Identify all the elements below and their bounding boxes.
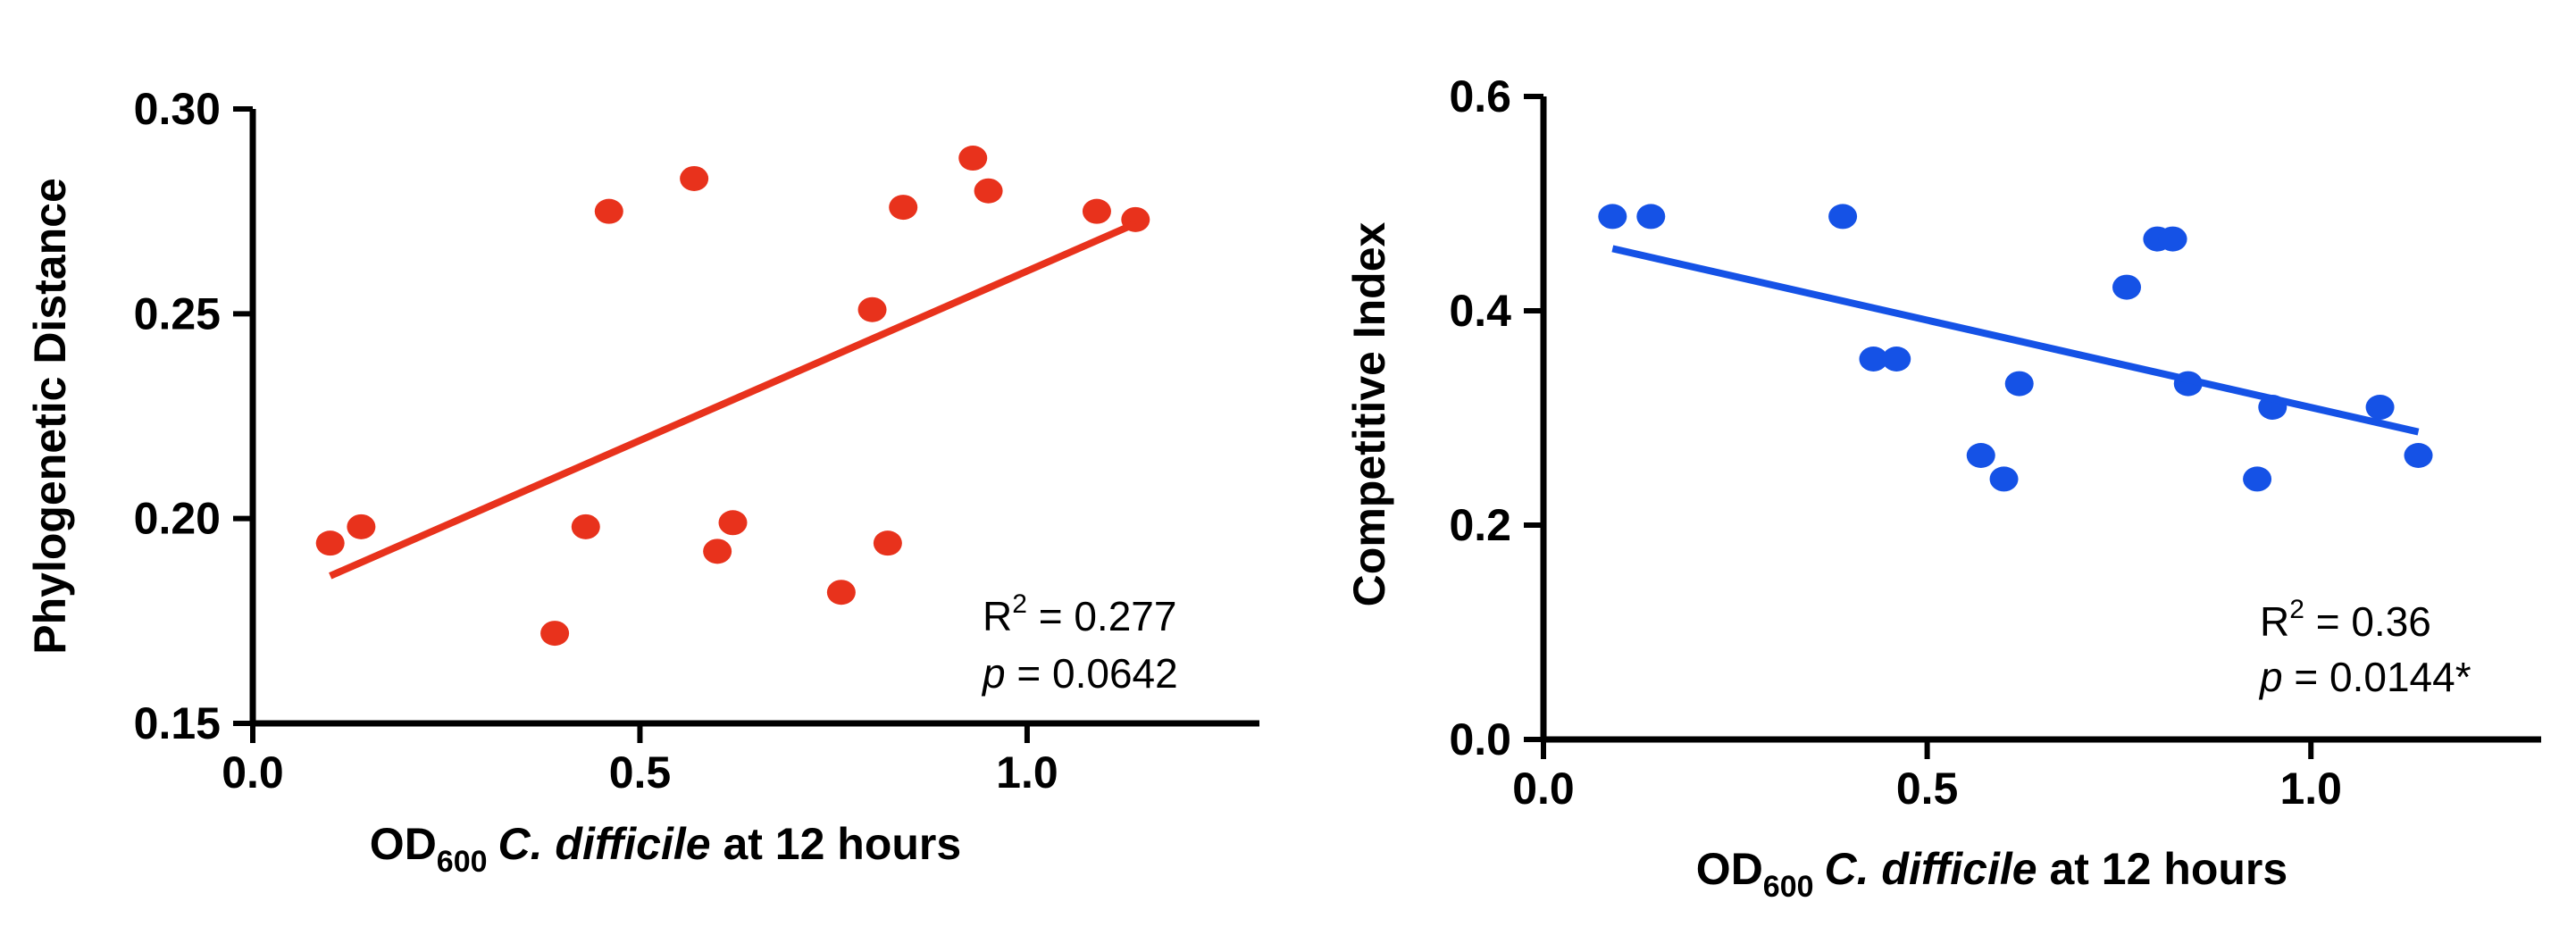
x-axis-title: OD600 C. difficile at 12 hours <box>1696 844 2287 904</box>
data-point <box>2112 274 2142 300</box>
y-tick-label: 0.6 <box>1449 71 1511 121</box>
data-points <box>1598 204 2433 492</box>
chart-phylogenetic-distance: 0.15 0.20 0.25 0.30 0.0 0.5 1.0 Phylogenetic D… <box>25 84 1259 879</box>
x-tick-label: 1.0 <box>2279 764 2342 814</box>
data-point <box>703 539 732 564</box>
x-tick-label: 0.5 <box>1896 764 1959 814</box>
data-point <box>857 296 887 322</box>
data-point <box>1966 443 1995 468</box>
data-point <box>889 195 918 221</box>
data-point <box>1989 466 2019 492</box>
y-axis-title: Phylogenetic Distance <box>25 178 75 655</box>
y-tick-label: 0.30 <box>134 84 221 134</box>
data-point <box>1859 347 1888 372</box>
x-tick-label: 0.5 <box>609 747 672 798</box>
data-point <box>540 621 570 647</box>
r-squared-annotation: R2 = 0.36 <box>2260 595 2431 645</box>
data-point <box>594 198 623 224</box>
data-point <box>1828 204 1858 230</box>
chart-competitive-index: 0.00.20.40.60.0 0.5 1.0 Competitive Index … <box>1344 71 2541 904</box>
data-point <box>718 510 748 536</box>
data-point <box>347 514 376 539</box>
data-point <box>873 530 902 556</box>
regression-line <box>329 220 1137 580</box>
y-tick-label: 0.0 <box>1449 714 1511 764</box>
r-squared-annotation: R2 = 0.277 <box>983 589 1176 639</box>
y-tick-label: 0.25 <box>134 288 221 338</box>
data-point <box>1598 204 1627 230</box>
x-axis-title: OD600 C. difficile at 12 hours <box>370 819 961 879</box>
y-tick-label: 0.15 <box>134 698 221 748</box>
data-point <box>1636 204 1666 230</box>
data-point <box>571 514 600 539</box>
regression-line-group <box>1611 245 2420 436</box>
x-tick-label: 1.0 <box>996 747 1058 798</box>
data-points <box>315 146 1150 647</box>
y-tick-label: 0.2 <box>1449 500 1511 550</box>
data-point <box>2004 371 2034 397</box>
p-value-annotation: p = 0.0642 <box>981 650 1178 697</box>
tick-group: 0.15 0.20 0.25 0.30 0.0 0.5 1.0 <box>134 84 1058 798</box>
data-point <box>1082 198 1111 224</box>
data-point <box>315 530 345 556</box>
data-point <box>2243 466 2272 492</box>
data-point <box>2365 395 2395 420</box>
regression-line <box>1611 245 2420 436</box>
y-tick-label: 0.4 <box>1449 286 1511 336</box>
regression-line-group <box>329 220 1137 580</box>
y-axis-title: Competitive Index <box>1344 221 1394 606</box>
data-point <box>2404 443 2433 468</box>
data-point <box>958 146 988 171</box>
y-tick-label: 0.20 <box>134 494 221 544</box>
axes <box>249 109 1259 727</box>
data-point <box>680 165 709 191</box>
x-tick-label: 0.0 <box>222 747 284 798</box>
tick-group: 0.0 0.2 0.4 0.6 0.0 0.5 1.0 <box>1449 71 2342 814</box>
x-tick-label: 0.0 <box>1512 764 1575 814</box>
axes <box>1540 96 2541 743</box>
data-point <box>826 580 856 605</box>
p-value-annotation: p = 0.0144* <box>2258 654 2471 700</box>
data-point <box>1882 347 1911 372</box>
data-point <box>974 178 1003 204</box>
data-point <box>2158 226 2187 252</box>
